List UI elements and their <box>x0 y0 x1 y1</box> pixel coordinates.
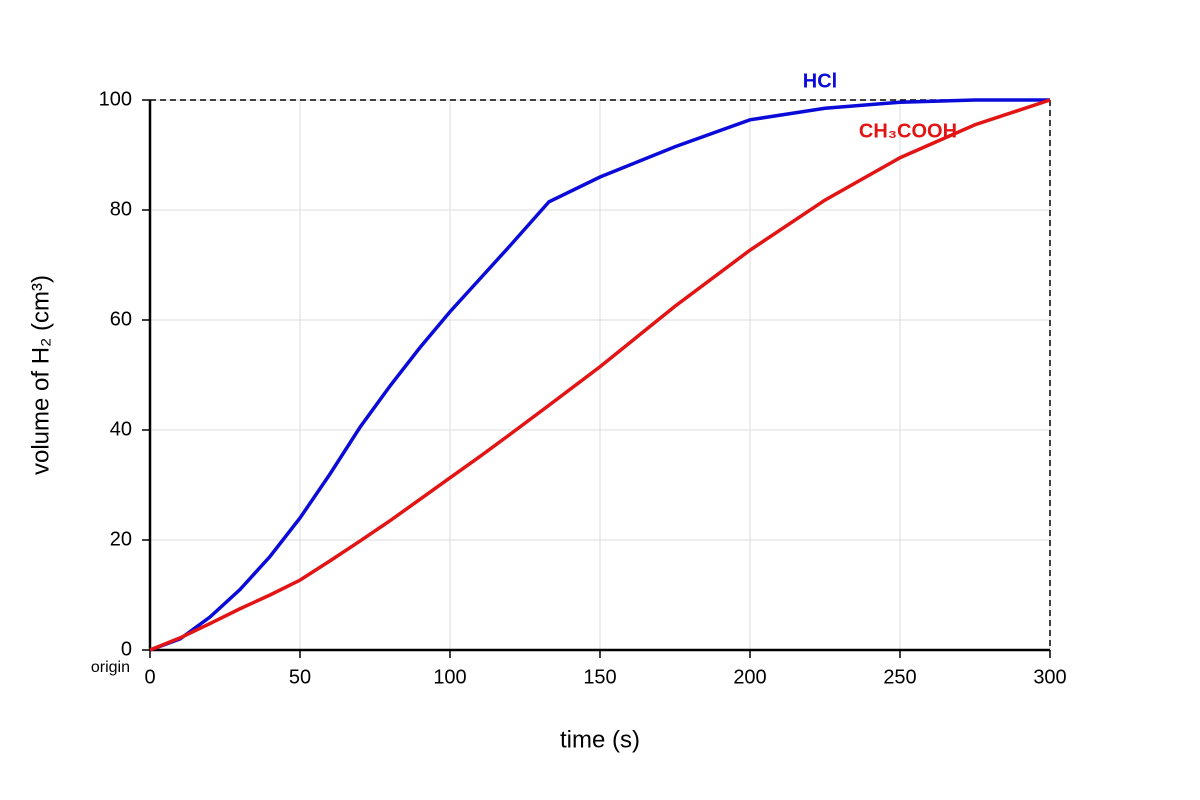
y-tick-label: 60 <box>110 308 132 330</box>
x-tick-label: 50 <box>289 666 311 688</box>
y-tick-label: 20 <box>110 528 132 550</box>
y-tick-label: 0 <box>121 638 132 660</box>
origin-label: origin <box>91 659 130 676</box>
x-tick-label: 200 <box>733 666 766 688</box>
x-tick-label: 0 <box>144 666 155 688</box>
x-tick-label: 250 <box>883 666 916 688</box>
x-tick-label: 150 <box>583 666 616 688</box>
x-tick-label: 100 <box>433 666 466 688</box>
x-tick-label: 300 <box>1033 666 1066 688</box>
series-label: HCl <box>803 70 837 92</box>
y-tick-label: 40 <box>110 418 132 440</box>
y-axis-title: volume of H₂ (cm³) <box>27 275 54 475</box>
series-line <box>149 98 1050 652</box>
y-tick-label: 80 <box>110 198 132 220</box>
y-tick-label: 100 <box>99 88 132 110</box>
x-axis-title: time (s) <box>560 726 640 753</box>
series-line <box>149 98 1051 652</box>
series-label: CH₃COOH <box>859 120 957 142</box>
